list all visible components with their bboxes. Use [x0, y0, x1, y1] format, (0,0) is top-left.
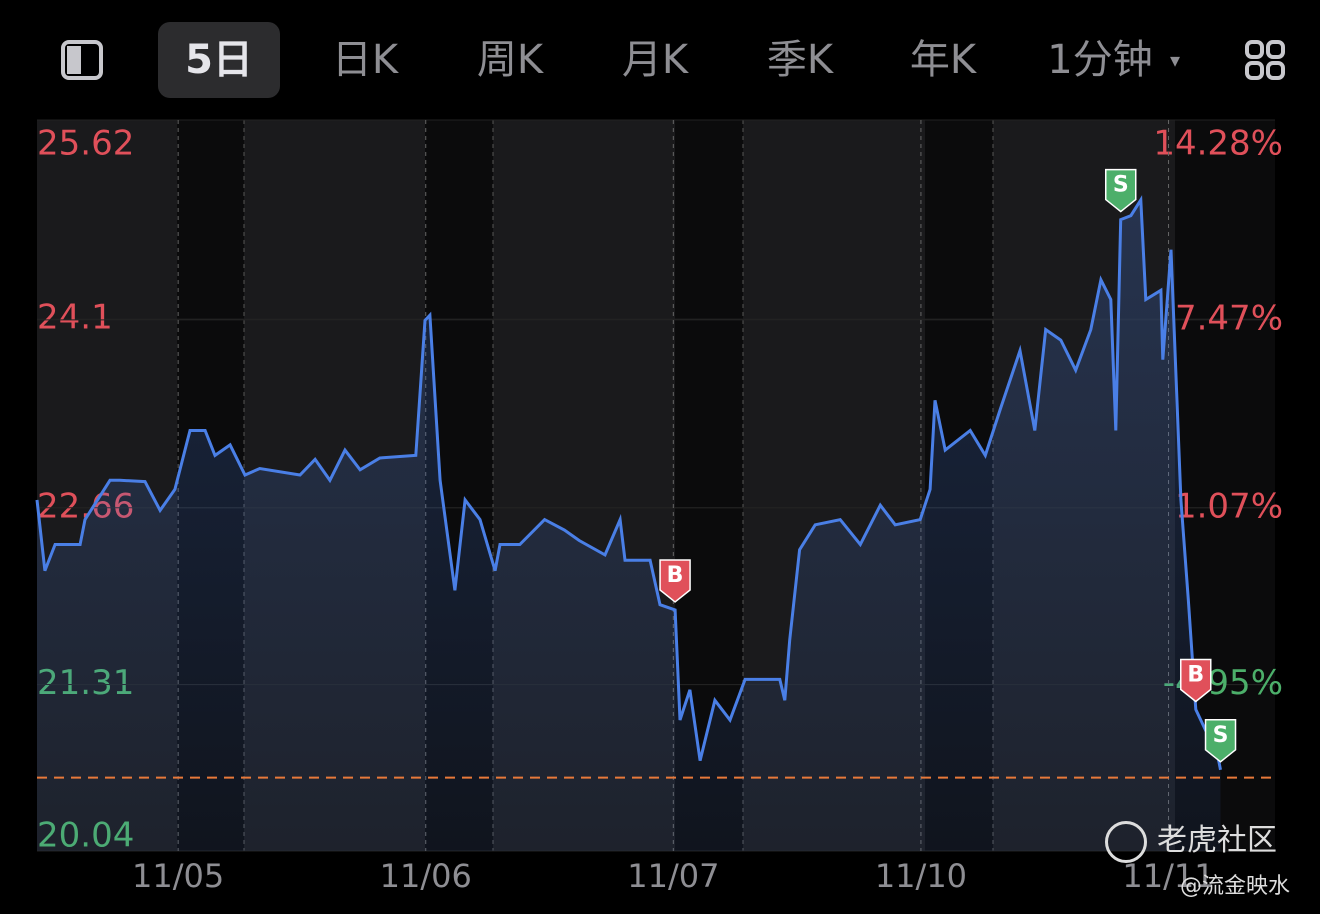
dropdown-arrow[interactable]: ▾: [1169, 48, 1181, 72]
trade-marker-label: B: [667, 563, 684, 588]
trade-marker-label: B: [1187, 663, 1204, 688]
trade-marker-label: S: [1213, 723, 1229, 748]
x-tick-label: 11/06: [380, 857, 472, 895]
x-tick-label: 11/10: [875, 857, 967, 895]
tab[interactable]: 1分钟: [1047, 37, 1153, 83]
tab[interactable]: 5日: [158, 22, 280, 98]
y-tick-label: 24.1: [37, 298, 113, 338]
tab[interactable]: 季K: [766, 37, 834, 83]
area: [37, 199, 1221, 851]
icon: [61, 40, 103, 80]
trade-marker: [659, 559, 691, 603]
x-tick-label: 11/07: [627, 857, 719, 895]
trade-marker: [1180, 658, 1212, 703]
author: @流金映水: [1180, 874, 1291, 899]
y2-tick-label: 7.47%: [1175, 298, 1283, 338]
y2-tick-label: 14.28%: [1153, 124, 1283, 164]
x-tick-label: 11/11: [1122, 857, 1214, 895]
trade-marker-label: S: [1113, 173, 1129, 198]
x-tick-label: 11/05: [132, 857, 224, 895]
grid-icon[interactable]: [1240, 22, 1290, 98]
y2-tick-label: 1.07%: [1175, 486, 1283, 526]
tab[interactable]: 日K: [331, 37, 399, 83]
price-line: [35, 195, 1222, 771]
tab[interactable]: 周K: [476, 37, 544, 83]
trade-marker: [1105, 168, 1137, 213]
y-tick-label: 25.62: [37, 124, 134, 164]
watermark: 老虎社区: [1105, 815, 1277, 863]
watermark-text: 老虎社区: [1157, 823, 1277, 858]
tab[interactable]: 年K: [909, 37, 977, 83]
tab[interactable]: 月K: [621, 37, 689, 83]
icon: [1245, 40, 1285, 80]
trade-marker: [1204, 719, 1237, 763]
layout-icon[interactable]: [52, 22, 112, 98]
